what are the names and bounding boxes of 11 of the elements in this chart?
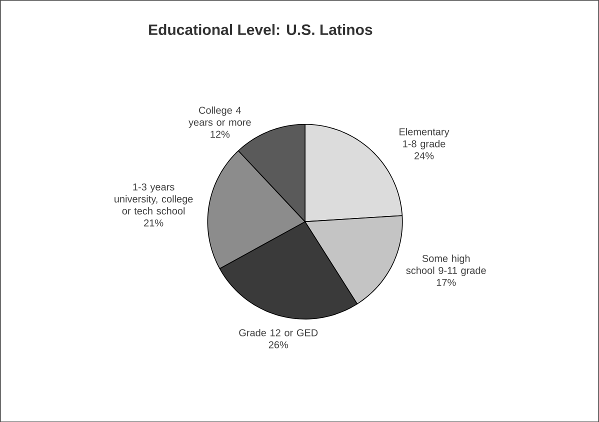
data-label: 12% [210,130,230,138]
slice-label: Some high school 9-11 grade [406,254,486,276]
data-label: 26% [268,341,288,348]
data-label: 24% [414,152,434,160]
data-label: 17% [436,278,456,286]
slice-label: College 4 years or more [188,106,251,128]
data-label: 21% [144,219,164,226]
slice-label: Grade 12 or GED [239,328,318,336]
chart-title: Educational Level: U.S. Latinos [149,24,372,35]
slice-label: Elementary 1-8 grade [400,128,450,150]
slice-label: 1-3 years university, college or tech school [114,183,193,214]
